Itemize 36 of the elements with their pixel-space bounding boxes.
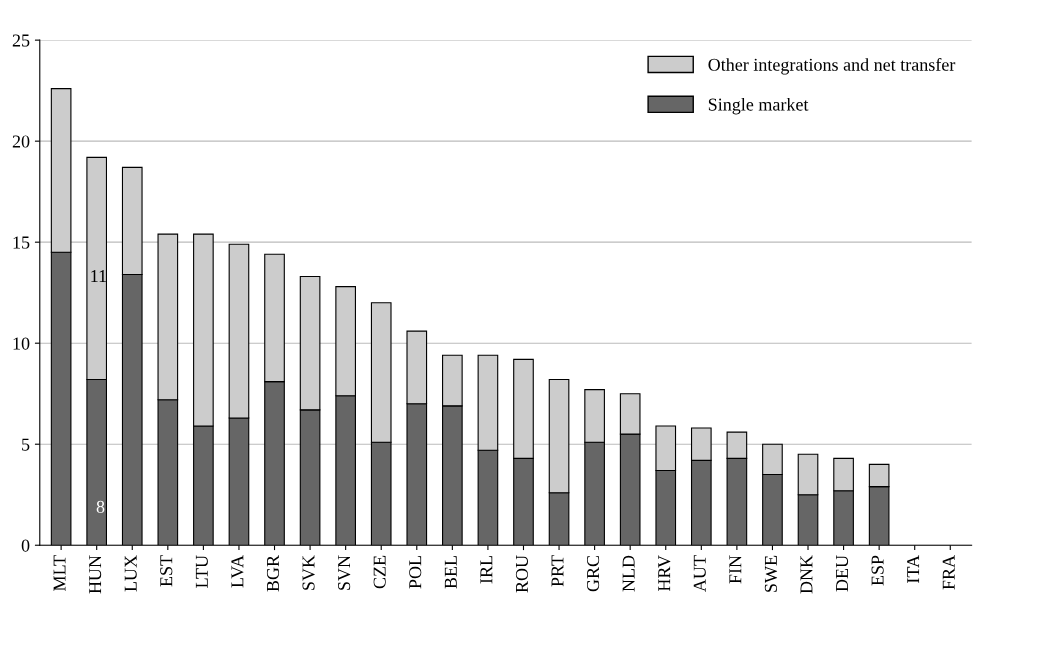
annotation: 11	[91, 270, 107, 282]
x-tick-label: DNK	[800, 555, 813, 594]
x-tick-label: DEU	[836, 555, 849, 592]
y-tick-label: 0	[21, 539, 30, 552]
x-tick-label: LTU	[195, 555, 208, 588]
x-tick-label: POL	[409, 556, 422, 589]
x-tick-label: HUN	[89, 555, 102, 594]
x-tick-label: LVA	[231, 555, 244, 588]
x-tick-label: ROU	[515, 555, 528, 593]
x-tick-label: BGR	[266, 554, 280, 592]
legend-label: Single market	[708, 97, 809, 115]
x-tick-label: EST	[160, 555, 173, 587]
x-tick-label: GRC	[587, 555, 600, 592]
x-tick-label: SVN	[338, 555, 351, 590]
annotation: 8	[96, 500, 105, 513]
legend-label: Other integrations and net transfer	[708, 57, 956, 75]
y-tick-label: 5	[22, 438, 30, 451]
x-tick-label: AUT	[693, 555, 706, 592]
x-tick-label: ITA	[907, 555, 920, 583]
x-tick-label: LUX	[124, 555, 137, 592]
y-tick-label: 25	[12, 34, 30, 47]
x-tick-label: CZE	[373, 555, 386, 589]
x-tick-label: BEL	[444, 556, 457, 589]
x-tick-label: PRT	[551, 555, 564, 587]
y-tick-label: 20	[12, 135, 30, 148]
x-tick-label: SVK	[302, 555, 315, 590]
x-tick-label: SWE	[764, 555, 778, 592]
x-tick-label: MLT	[53, 555, 66, 591]
y-tick-label: 15	[13, 236, 30, 249]
x-tick-label: FIN	[729, 555, 742, 584]
x-tick-label: FRA	[942, 555, 955, 590]
x-tick-label: ESP	[871, 555, 884, 586]
x-tick-label: IRL	[480, 556, 493, 584]
x-tick-label: HRV	[658, 555, 671, 592]
y-tick-label: 10	[13, 337, 30, 350]
x-tick-label: NLD	[622, 555, 635, 592]
